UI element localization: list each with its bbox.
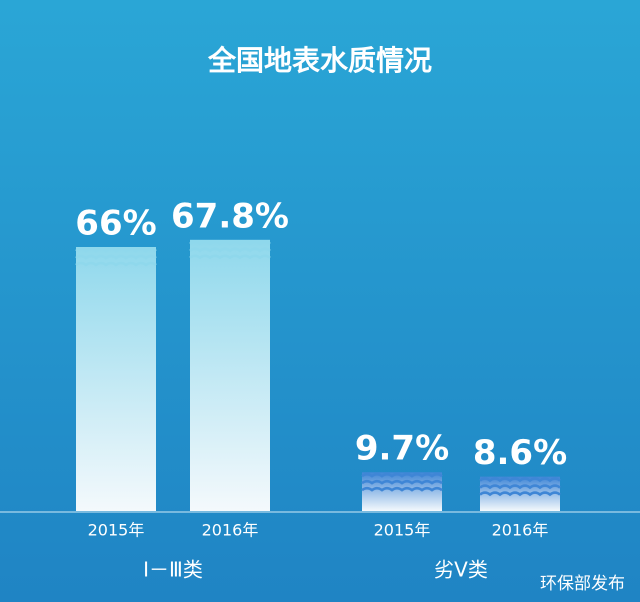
group-label: Ⅰ－Ⅲ类 bbox=[143, 558, 203, 582]
wave-decoration bbox=[75, 261, 157, 267]
wave-decoration bbox=[361, 486, 443, 492]
wave-decoration bbox=[189, 247, 271, 253]
value-label: 67.8% bbox=[171, 196, 289, 236]
wave-decoration bbox=[75, 254, 157, 260]
bar bbox=[190, 239, 270, 512]
wave-decoration bbox=[361, 472, 443, 478]
value-label: 66% bbox=[75, 204, 156, 244]
x-tick-label: 2015年 bbox=[374, 521, 431, 540]
source: 环保部发布 bbox=[540, 574, 625, 594]
group-label: 劣Ⅴ类 bbox=[434, 558, 488, 582]
value-label: 9.7% bbox=[355, 429, 449, 469]
x-tick-label: 2015年 bbox=[88, 521, 145, 540]
wave-decoration bbox=[479, 477, 561, 483]
x-tick-label: 2016年 bbox=[492, 521, 549, 540]
wave-decoration bbox=[75, 247, 157, 253]
bar bbox=[76, 247, 156, 511]
chart-title: 全国地表水质情况 bbox=[207, 44, 432, 77]
wave-decoration bbox=[189, 254, 271, 260]
wave-decoration bbox=[479, 491, 561, 497]
x-tick-label: 2016年 bbox=[202, 521, 259, 540]
value-label: 8.6% bbox=[473, 433, 567, 473]
wave-decoration bbox=[189, 240, 271, 246]
wave-decoration bbox=[479, 484, 561, 490]
wave-decoration bbox=[361, 479, 443, 485]
